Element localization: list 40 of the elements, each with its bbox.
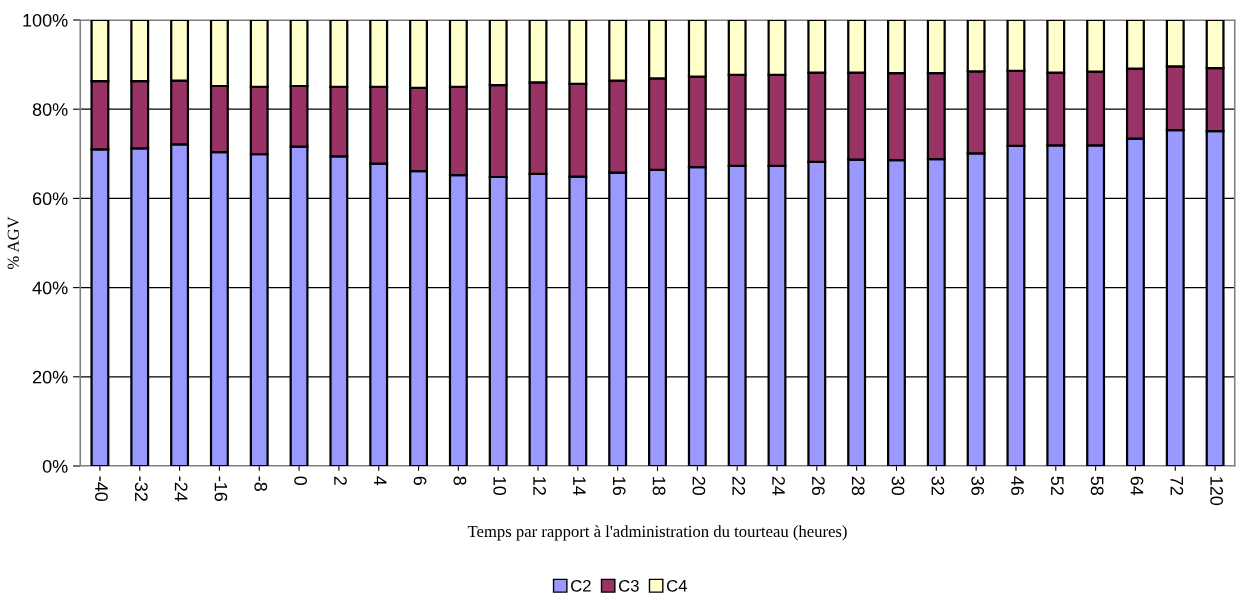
y-tick-label: 80% [32, 103, 68, 116]
x-tick-label: 2 [334, 476, 347, 485]
legend-label: C2 [571, 579, 591, 592]
legend-label: C3 [619, 579, 639, 592]
x-tick-label: 32 [931, 476, 945, 495]
x-tick-label: 120 [1210, 477, 1224, 506]
x-tick-label: 52 [1050, 476, 1064, 495]
x-tick-label: 24 [772, 476, 785, 496]
x-tick-label: 72 [1170, 476, 1184, 495]
x-tick-label: 0 [294, 476, 307, 486]
x-tick-label: 30 [891, 476, 905, 496]
x-tick-label: 10 [493, 477, 507, 496]
x-tick-label: 46 [1011, 476, 1024, 496]
x-tick-label: 64 [1130, 476, 1144, 496]
x-tick-label: 36 [971, 476, 985, 496]
x-tick-label: 22 [732, 476, 746, 495]
x-tick-label: 12 [533, 477, 546, 495]
x-tick-label: 6 [413, 476, 427, 485]
x-tick-label: -40 [95, 476, 108, 502]
x-tick-label: 4 [374, 476, 387, 486]
y-tick-label: 100% [23, 13, 68, 27]
x-tick-label: -32 [134, 476, 148, 501]
x-tick-label: 28 [851, 476, 865, 496]
x-tick-label: 8 [453, 476, 467, 485]
x-tick-label: 16 [612, 477, 626, 496]
x-tick-label: -16 [214, 476, 228, 502]
x-tick-label: 20 [692, 476, 706, 496]
x-tick-label: 18 [652, 477, 666, 496]
y-axis-title: % AGV [7, 216, 19, 270]
x-tick-label: 14 [573, 477, 586, 496]
y-tick-label: 40% [32, 281, 68, 295]
y-tick-label: 0% [42, 459, 68, 473]
legend-label: C4 [667, 579, 687, 592]
x-tick-label: 26 [811, 476, 825, 496]
x-axis-title: Temps par rapport à l'administration du tourteau (heures) [467, 525, 847, 541]
x-tick-label: 58 [1090, 476, 1104, 496]
y-tick-label: 60% [32, 192, 68, 206]
x-tick-label: -8 [254, 476, 268, 491]
y-tick-label: 20% [32, 370, 68, 384]
x-tick-label: -24 [174, 476, 188, 502]
